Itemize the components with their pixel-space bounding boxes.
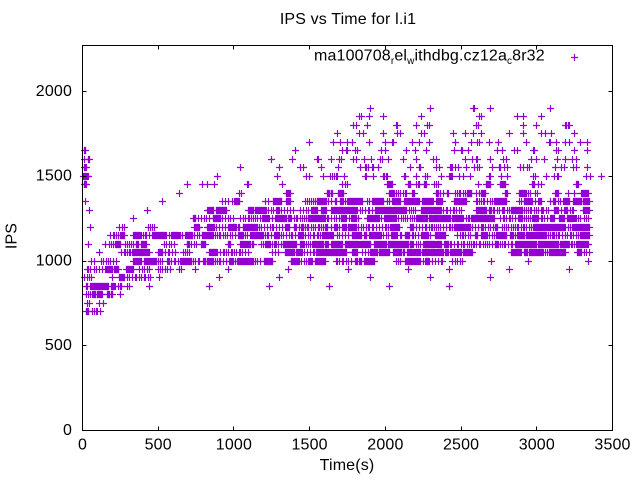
- svg-text:3500: 3500: [594, 437, 630, 454]
- svg-text:500: 500: [45, 337, 72, 354]
- svg-text:2000: 2000: [367, 437, 403, 454]
- svg-text:3000: 3000: [519, 437, 555, 454]
- svg-text:0: 0: [78, 437, 87, 454]
- svg-text:1000: 1000: [216, 437, 252, 454]
- svg-text:1000: 1000: [36, 253, 72, 270]
- svg-text:Time(s): Time(s): [320, 457, 375, 474]
- svg-text:1500: 1500: [36, 168, 72, 185]
- svg-text:500: 500: [145, 437, 172, 454]
- svg-text:IPS: IPS: [4, 223, 21, 249]
- svg-text:0: 0: [63, 422, 72, 439]
- svg-text:1500: 1500: [291, 437, 327, 454]
- svg-text:2000: 2000: [36, 83, 72, 100]
- svg-text:ma100708relwithdbg.cz12ac8r32: ma100708relwithdbg.cz12ac8r32: [314, 48, 545, 68]
- svg-text:IPS vs Time for l.i1: IPS vs Time for l.i1: [280, 11, 416, 28]
- svg-text:2500: 2500: [443, 437, 479, 454]
